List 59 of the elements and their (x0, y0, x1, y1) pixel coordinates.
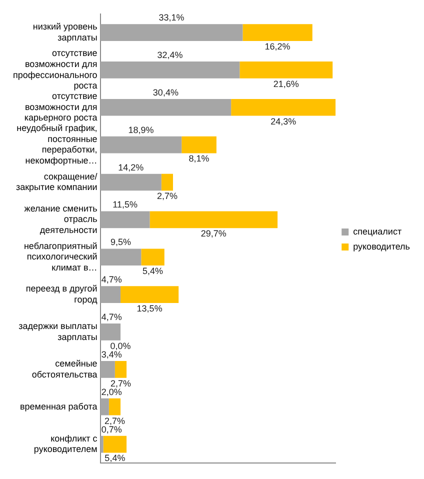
data-label: 8,1% (188, 154, 210, 164)
data-label: 33,1% (158, 12, 184, 23)
bar (240, 62, 333, 78)
data-label: 21,6% (273, 78, 299, 89)
bar (103, 436, 127, 453)
bar (100, 211, 150, 228)
legend-label: специалист (353, 226, 402, 236)
data-label: 2,7% (104, 416, 125, 426)
data-label: 9,5% (110, 237, 131, 248)
data-label: 2,7% (110, 378, 131, 388)
y-tick-label: переезд в другой город (26, 284, 98, 304)
data-label: 29,7% (200, 228, 226, 239)
bar (100, 62, 240, 78)
legend-label: руководитель (353, 241, 410, 252)
data-label: 24,3% (270, 116, 296, 126)
y-tick-label: конфликт с руководителем (34, 433, 98, 454)
data-label: 2,7% (156, 191, 178, 202)
bar (182, 136, 216, 154)
data-label: 14,2% (118, 162, 144, 172)
bar (114, 360, 127, 378)
bar (100, 98, 232, 116)
bar (100, 324, 121, 340)
bar (231, 98, 336, 116)
data-label: 3,4% (101, 349, 122, 360)
data-label: 18,9% (128, 124, 154, 135)
data-label: 2,0% (101, 386, 122, 397)
data-label: 4,7% (101, 312, 122, 322)
bar (108, 398, 121, 416)
bar (100, 286, 121, 303)
bar (100, 360, 115, 378)
y-tick-label: сокращение/ закрытие компании (16, 171, 98, 192)
data-label: 5,4% (104, 453, 126, 464)
data-label: 11,5% (112, 200, 138, 210)
data-label: 13,5% (136, 303, 162, 314)
data-label: 4,7% (101, 274, 122, 285)
bar (120, 286, 179, 303)
y-tick-label: семейные обстоятельства (32, 358, 98, 380)
y-tick-label: неблагоприятный психологический климат в… (24, 240, 98, 272)
bar (141, 248, 164, 266)
bar (150, 211, 278, 228)
data-label: 0,7% (101, 424, 122, 434)
y-tick-label: желание сменить отрасль деятельности (24, 203, 98, 235)
bar (100, 136, 182, 154)
bar (100, 398, 109, 416)
bar (100, 174, 162, 191)
y-tick-label: неудобный график, постоянные переработки, некомфортные… (16, 123, 98, 166)
data-label: 16,2% (264, 41, 290, 52)
bar (100, 24, 243, 41)
data-label: 5,4% (142, 266, 164, 276)
bar (100, 248, 142, 266)
bar (242, 24, 312, 41)
data-label: 30,4% (152, 87, 178, 98)
y-tick-label: низкий уровень зарплаты (32, 22, 98, 42)
bar (161, 174, 174, 191)
y-tick-label: задержки выплаты зарплаты (18, 321, 98, 342)
y-tick-label: временная работа (20, 401, 98, 412)
data-label: 0,0% (110, 340, 131, 351)
data-label: 32,4% (157, 50, 183, 60)
bar (100, 436, 104, 453)
